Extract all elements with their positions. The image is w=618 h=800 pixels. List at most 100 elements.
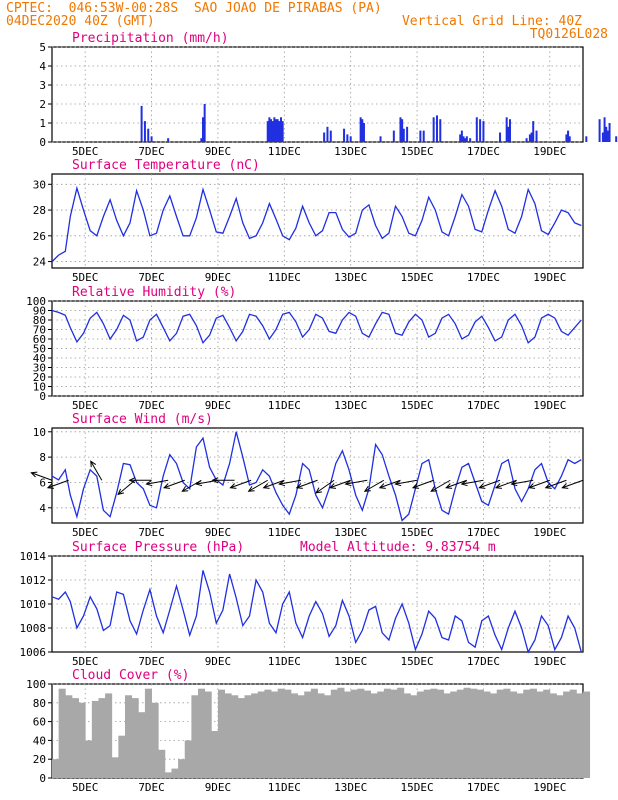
cloud-cover-bar xyxy=(257,691,265,778)
x-tick-label: 15DEC xyxy=(401,271,434,284)
x-tick-label: 5DEC xyxy=(72,271,99,284)
precip-bar xyxy=(601,132,604,142)
cloud-cover-bar xyxy=(370,693,378,778)
y-tick-label: 30 xyxy=(33,178,46,191)
wind-arrow-shaft xyxy=(163,479,185,489)
cloud-cover-bar xyxy=(470,688,478,778)
cloud-cover-bar xyxy=(410,695,418,778)
wind-arrow-shaft xyxy=(545,479,567,489)
precip-bar xyxy=(475,117,478,142)
cloud-cover-bar xyxy=(324,695,332,778)
precip-bar xyxy=(402,128,405,142)
cloud-cover-bar xyxy=(476,689,484,778)
wind-arrow-shaft xyxy=(47,479,69,489)
cloud-cover-bar xyxy=(111,757,119,778)
precip-bar xyxy=(507,126,510,142)
wind-arrow-shaft xyxy=(445,479,468,489)
wind-arrow-head xyxy=(181,486,189,492)
y-tick-label: 1008 xyxy=(20,622,47,635)
cloud-cover-bar xyxy=(65,695,73,778)
wind-arrow-head xyxy=(344,480,352,487)
cloud-cover-bar xyxy=(549,693,557,778)
wind-arrow-shaft xyxy=(31,472,53,481)
precip-bar xyxy=(278,121,281,142)
y-tick-label: 60 xyxy=(33,333,46,346)
wind-arrow-head xyxy=(478,483,486,489)
y-tick-label: 26 xyxy=(33,230,46,243)
x-tick-label: 17DEC xyxy=(467,145,500,158)
x-tick-label: 19DEC xyxy=(533,655,566,668)
cloud-cover-bar xyxy=(125,695,133,778)
precip-bar xyxy=(432,117,435,142)
cloud-cover-bar xyxy=(536,691,544,778)
cloud-cover-bar xyxy=(423,689,431,778)
cloud-cover-bar xyxy=(390,689,398,778)
wind-arrow-head xyxy=(247,486,255,492)
cloud-cover-bar xyxy=(556,695,564,778)
y-tick-label: 4 xyxy=(39,60,46,73)
cloud-cover-bar xyxy=(363,690,372,778)
x-tick-label: 17DEC xyxy=(467,526,500,539)
x-tick-label: 13DEC xyxy=(334,145,367,158)
header-line1: CPTEC: 046:53W-00:28S SAO JOAO DE PIRABA… xyxy=(6,1,382,16)
x-tick-label: 9DEC xyxy=(205,655,232,668)
precip-bar xyxy=(528,134,531,142)
precip-bar xyxy=(202,117,205,142)
x-tick-label: 19DEC xyxy=(533,781,566,794)
cloud-cover-bar xyxy=(231,695,239,778)
cloud-cover-bar xyxy=(217,689,225,778)
wind-arrow-head xyxy=(278,480,286,487)
cloud-cover-bar xyxy=(271,691,279,778)
cloud-cover-bar xyxy=(237,698,245,778)
x-tick-label: 9DEC xyxy=(205,526,232,539)
series-line-pres xyxy=(51,570,582,654)
precip-bar xyxy=(343,128,346,142)
x-tick-label: 9DEC xyxy=(205,145,232,158)
wind-arrow-head xyxy=(30,471,38,478)
x-tick-label: 17DEC xyxy=(467,271,500,284)
precip-bar xyxy=(532,121,535,142)
x-tick-label: 7DEC xyxy=(138,655,165,668)
precip-bar xyxy=(270,119,273,142)
cloud-cover-bar xyxy=(563,691,571,778)
cloud-cover-bar xyxy=(383,688,391,778)
y-tick-label: 28 xyxy=(33,204,46,217)
cloud-cover-bar xyxy=(503,688,511,778)
y-tick-label: 2 xyxy=(39,98,46,111)
wind-arrow-head xyxy=(510,480,518,487)
precip-bar xyxy=(140,105,143,142)
wind-arrow-head xyxy=(46,483,54,489)
cloud-cover-bar xyxy=(211,731,219,778)
x-tick-label: 15DEC xyxy=(401,781,434,794)
panel-title-rh: Relative Humidity (%) xyxy=(72,285,236,300)
cloud-cover-bar xyxy=(430,688,438,778)
cloud-cover-bar xyxy=(158,749,166,778)
precip-bar xyxy=(567,130,570,142)
x-tick-label: 9DEC xyxy=(205,781,232,794)
precip-bar xyxy=(406,126,409,142)
cloud-cover-bar xyxy=(71,698,79,778)
precip-bar xyxy=(276,119,279,142)
y-tick-label: 1 xyxy=(39,117,46,130)
x-tick-label: 11DEC xyxy=(268,399,301,412)
cloud-cover-bar xyxy=(403,693,411,778)
precip-bar xyxy=(479,119,482,142)
wind-arrow-shaft xyxy=(511,479,534,485)
precip-bar xyxy=(568,136,571,142)
precip-bar xyxy=(530,132,533,142)
wind-arrow-head xyxy=(528,483,536,489)
cloud-cover-bar xyxy=(98,698,106,778)
wind-arrow-shaft xyxy=(279,479,301,485)
x-tick-label: 7DEC xyxy=(138,526,165,539)
cloud-cover-bar xyxy=(178,759,186,778)
precip-bar xyxy=(281,121,284,142)
cloud-cover-bar xyxy=(105,693,113,778)
precip-bar xyxy=(349,136,352,142)
wind-arrow-head xyxy=(445,483,453,489)
precip-bar xyxy=(266,121,269,142)
y-tick-label: 1014 xyxy=(20,550,47,563)
wind-arrow-head xyxy=(544,483,552,489)
y-tick-label: 90 xyxy=(33,305,46,318)
precip-bar xyxy=(606,130,609,142)
